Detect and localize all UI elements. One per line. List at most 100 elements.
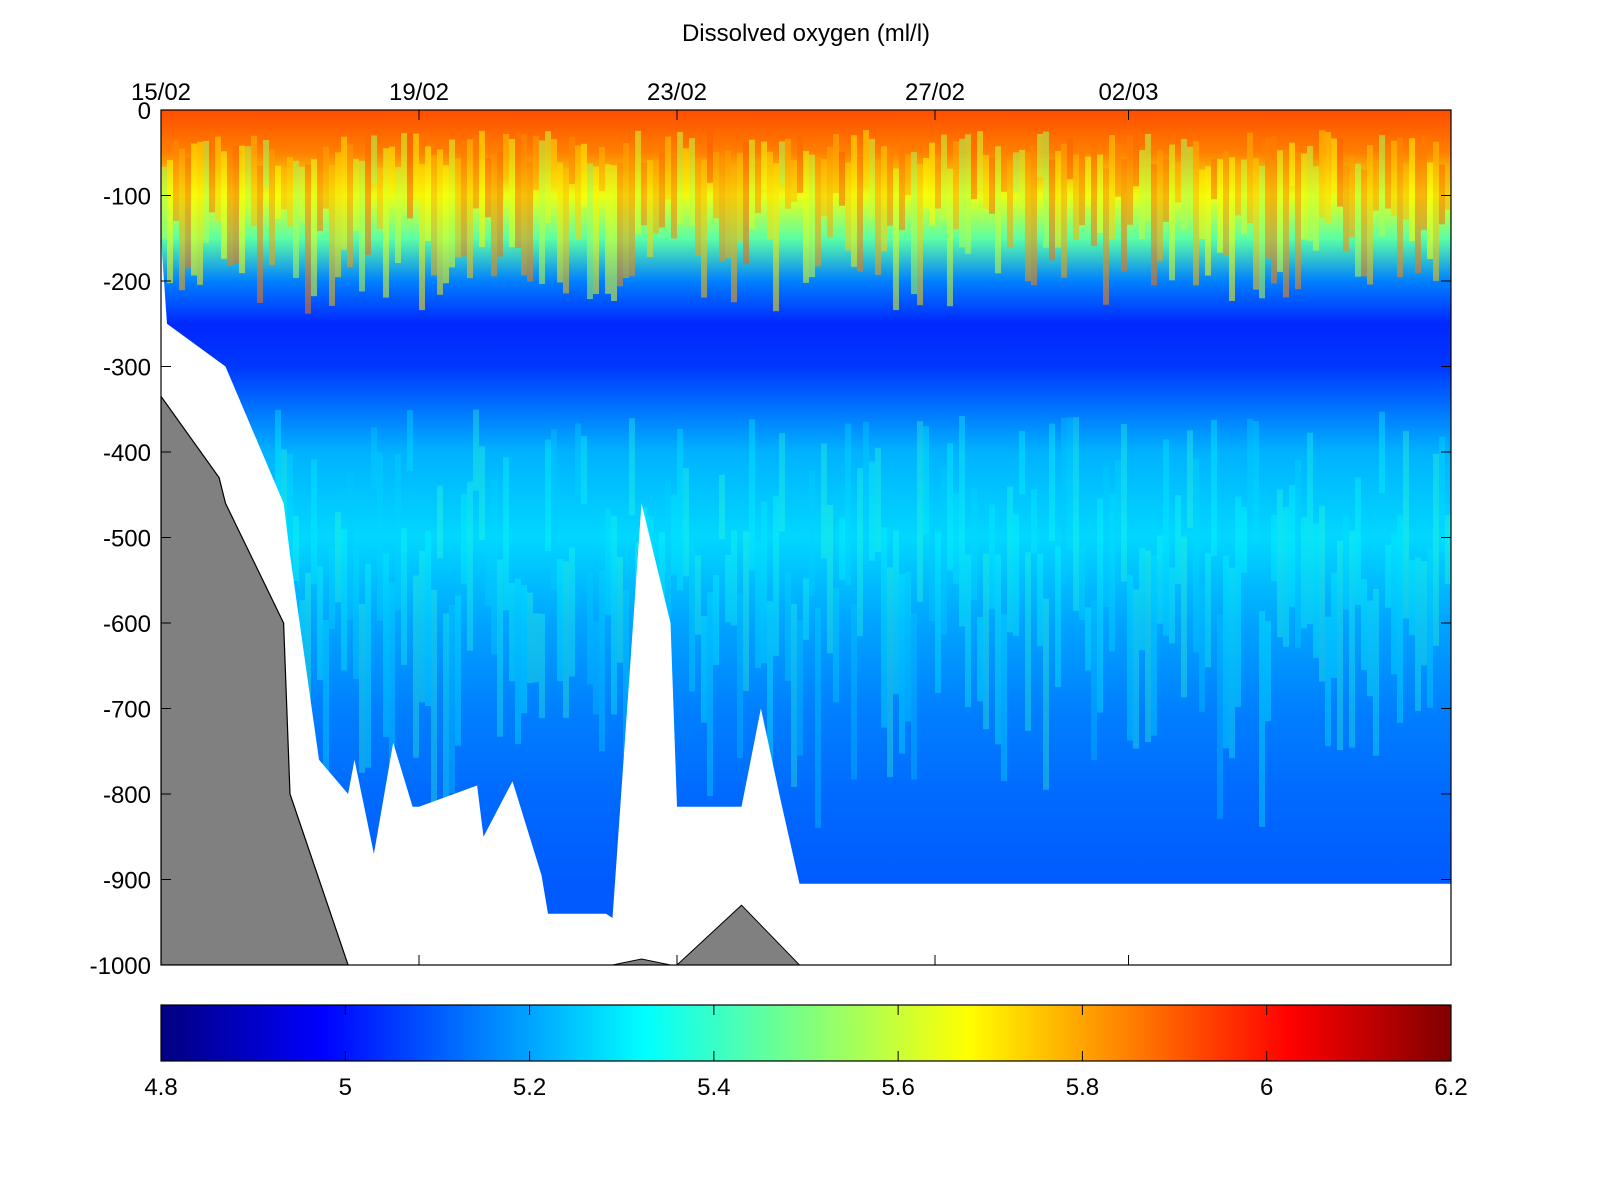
oxygen-streak [629, 148, 635, 277]
date-axis: 15/02 19/02 23/02 27/02 02/03 [131, 79, 1159, 965]
oxygen-streak [1427, 162, 1433, 260]
oxygen-streak [935, 162, 941, 209]
oxygen-streak [1277, 489, 1283, 638]
oxygen-streak [641, 162, 647, 226]
oxygen-streak [575, 423, 581, 497]
colorbar-tick-label: 5 [339, 1074, 352, 1101]
oxygen-streak [1055, 546, 1061, 687]
oxygen-streak [965, 134, 971, 254]
oxygen-streak [767, 151, 773, 240]
oxygen-streak [863, 130, 869, 184]
y-tick-label: -1000 [90, 953, 151, 980]
oxygen-streak [1277, 150, 1283, 272]
oxygen-streak [1199, 169, 1205, 240]
oxygen-streak [821, 443, 827, 559]
oxygen-streak [545, 439, 551, 552]
y-tick-label: -800 [103, 782, 151, 809]
oxygen-streak [503, 457, 509, 611]
oxygen-streak [395, 454, 401, 611]
oxygen-streak [779, 433, 785, 532]
oxygen-streak [875, 160, 881, 275]
oxygen-streak [1163, 439, 1169, 636]
oxygen-streak [713, 151, 719, 219]
colorbar-tick-label: 5.6 [881, 1074, 914, 1101]
oxygen-streak [401, 528, 407, 666]
oxygen-streak [551, 429, 557, 590]
oxygen-streak [485, 543, 491, 606]
oxygen-streak [1013, 152, 1019, 193]
oxygen-streak [1127, 574, 1133, 741]
oxygen-streak [251, 135, 257, 227]
oxygen-streak [215, 136, 221, 222]
oxygen-streak [329, 164, 335, 306]
oxygen-streak [1433, 454, 1439, 646]
oxygen-streak [695, 161, 701, 256]
oxygen-streak [1265, 621, 1271, 722]
oxygen-streak [167, 160, 173, 284]
oxygen-streak [1253, 421, 1259, 544]
oxygen-streak [383, 148, 389, 298]
oxygen-streak [1025, 152, 1031, 282]
oxygen-streak [515, 132, 521, 249]
oxygen-streak [827, 146, 833, 238]
oxygen-streak [1019, 149, 1025, 211]
oxygen-streak [1001, 614, 1007, 782]
oxygen-streak [1289, 485, 1295, 607]
oxygen-streak [557, 558, 563, 682]
oxygen-streak [461, 140, 467, 257]
oxygen-streak [599, 147, 605, 191]
oxygen-streak [971, 132, 977, 200]
oxygen-streak [593, 166, 599, 294]
oxygen-streak [1187, 430, 1193, 528]
oxygen-streak [1079, 545, 1085, 621]
oxygen-streak [911, 152, 917, 295]
colorbar-tick-label: 5.8 [1066, 1074, 1099, 1101]
oxygen-streak [1157, 150, 1163, 261]
oxygen-streak [1109, 493, 1115, 652]
oxygen-streak [347, 144, 353, 268]
oxygen-streak [209, 132, 215, 213]
oxygen-streak [1223, 150, 1229, 256]
oxygen-streak [941, 468, 947, 635]
oxygen-streak [1331, 138, 1337, 190]
oxygen-streak [1205, 553, 1211, 668]
colorbar-scale [161, 1005, 1451, 1061]
oxygen-streak [353, 158, 359, 231]
seabed-slope [161, 395, 349, 965]
oxygen-streak [581, 143, 587, 206]
oxygen-streak [731, 169, 737, 303]
oxygen-streak [497, 151, 503, 257]
oxygen-streak [263, 139, 269, 189]
oxygen-streak [761, 501, 767, 664]
oxygen-streak [275, 165, 281, 219]
oxygen-streak [335, 152, 341, 278]
oxygen-streak [881, 527, 887, 728]
oxygen-streak [1421, 561, 1427, 666]
oxygen-streak [923, 426, 929, 535]
oxygen-streak [1235, 496, 1241, 708]
oxygen-streak [569, 547, 575, 677]
oxygen-streak [1187, 146, 1193, 211]
oxygen-streak [527, 592, 533, 684]
oxygen-streak [1115, 460, 1121, 529]
depth-axis: 0 -100 -200 -300 -400 -500 -600 -700 -800 -900 -10… [90, 98, 1451, 980]
oxygen-streak [1133, 589, 1139, 749]
oxygen-streak [1223, 555, 1229, 749]
oxygen-streak [605, 507, 611, 616]
oxygen-streak [1391, 140, 1397, 217]
oxygen-streak [509, 138, 515, 248]
colorbar-tick-label: 5.4 [697, 1074, 730, 1101]
oxygen-streak [593, 621, 599, 715]
oxygen-streak [371, 135, 377, 185]
oxygen-streak [1289, 142, 1295, 187]
oxygen-streak [701, 159, 707, 298]
oxygen-streak [1229, 157, 1235, 302]
oxygen-streak [1325, 131, 1331, 224]
oxygen-streak [911, 612, 917, 780]
oxygen-streak [233, 145, 239, 264]
oxygen-streak [473, 134, 479, 209]
oxygen-streak [755, 163, 761, 213]
oxygen-streak [521, 134, 527, 276]
oxygen-streak [377, 452, 383, 621]
oxygen-streak [629, 418, 635, 516]
